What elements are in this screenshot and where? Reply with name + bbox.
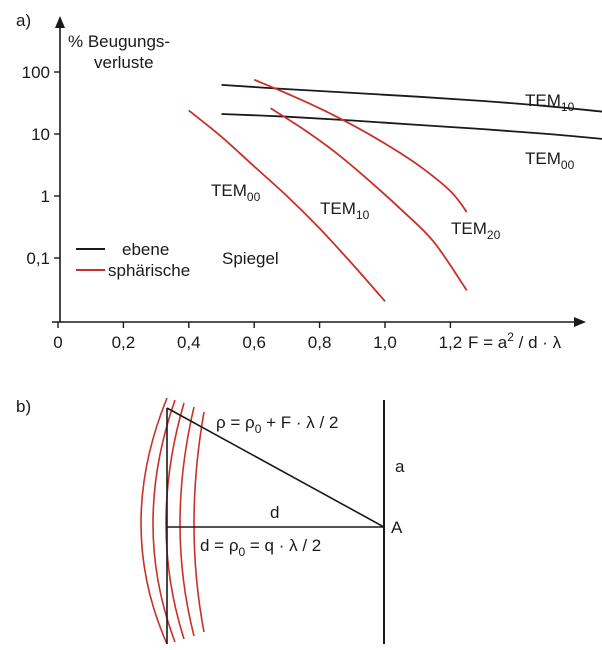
- y-tick-label: 10: [31, 125, 50, 144]
- legend: ebene sphärische Spiegel: [76, 240, 279, 280]
- panel-b-label: b): [16, 397, 31, 416]
- y-axis-title-line1: % Beugungs-: [68, 32, 170, 51]
- d-label: d: [270, 503, 279, 522]
- x-tick-label: 0,2: [112, 333, 136, 352]
- y-tick-label: 100: [22, 63, 50, 82]
- d-formula: d = ρ0 = q · λ / 2: [200, 536, 321, 559]
- series-line-ebene-tem10: [221, 84, 602, 113]
- panel-a: a) % Beugungs- verluste F = a2 / d · λ 0…: [16, 11, 602, 352]
- a-label: a: [395, 457, 405, 476]
- A-label: A: [391, 518, 403, 537]
- series-line-spharisch-tem20: [253, 78, 468, 213]
- x-tick-label: 0,6: [242, 333, 266, 352]
- x-axis-title: F = a2 / d · λ: [468, 330, 562, 352]
- rho-formula: ρ = ρ0 + F · λ / 2: [216, 413, 338, 436]
- series-line-spharisch-tem10: [270, 107, 468, 291]
- y-tick-label: 1: [41, 187, 50, 206]
- label-ebene-tem10: TEM10: [525, 91, 575, 114]
- x-tick-label: 0: [53, 333, 62, 352]
- y-tick-label: 0,1: [26, 249, 50, 268]
- panel-a-label: a): [16, 11, 31, 30]
- x-tick-label: 1,0: [373, 333, 397, 352]
- rho-line: [166, 407, 385, 528]
- label-spharisch-tem10: TEM10: [320, 199, 370, 222]
- x-ticks: 0 0,2 0,4 0,6 0,8 1,0 1,2: [53, 322, 462, 352]
- label-spharisch-tem00: TEM00: [211, 181, 261, 204]
- label-spharisch-tem20: TEM20: [451, 219, 501, 242]
- legend-suffix: Spiegel: [222, 249, 279, 268]
- mirror-arc-1: [140, 397, 168, 645]
- mirror-arc-5: [193, 411, 205, 633]
- panel-b: b) ρ = ρ0 + F · λ / 2 a d A d = ρ0 = q ·…: [16, 397, 405, 645]
- legend-label-spharisch: sphärische: [108, 261, 190, 280]
- series-labels: TEM10 TEM00 TEM00 TEM10 TEM20: [211, 91, 575, 242]
- y-axis-title-line2: verluste: [94, 53, 154, 72]
- mirror-arc-4: [179, 406, 195, 637]
- x-tick-label: 1,2: [439, 333, 463, 352]
- y-axis-arrow: [55, 16, 65, 28]
- mirror-arcs: [140, 397, 205, 645]
- mirror-arc-2: [152, 399, 176, 643]
- legend-label-ebene: ebene: [122, 240, 169, 259]
- x-tick-label: 0,4: [177, 333, 201, 352]
- x-tick-label: 0,8: [308, 333, 332, 352]
- mirror-arc-3: [165, 402, 185, 640]
- x-axis-arrow: [574, 317, 586, 327]
- y-ticks: 100 10 1 0,1: [22, 63, 60, 268]
- series-line-ebene-tem00: [221, 113, 602, 140]
- series-lines: [188, 78, 602, 302]
- label-ebene-tem00: TEM00: [525, 149, 575, 172]
- series-line-spharisch-tem00: [188, 109, 386, 302]
